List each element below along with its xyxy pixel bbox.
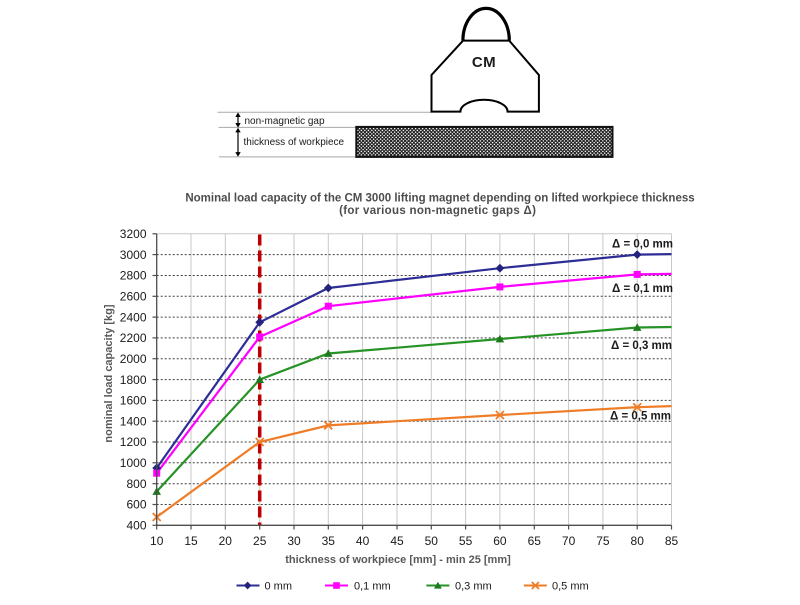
svg-text:Δ = 0,0 mm: Δ = 0,0 mm: [612, 239, 673, 251]
svg-text:2800: 2800: [120, 269, 147, 283]
svg-text:thickness of workpiece: thickness of workpiece: [244, 137, 345, 148]
svg-text:45: 45: [390, 534, 404, 548]
svg-text:25: 25: [253, 534, 267, 548]
svg-text:CM: CM: [472, 54, 496, 71]
svg-text:40: 40: [356, 534, 370, 548]
svg-text:Δ = 0,1 mm: Δ = 0,1 mm: [612, 283, 673, 295]
svg-text:1800: 1800: [120, 373, 147, 387]
svg-text:70: 70: [562, 534, 576, 548]
svg-text:15: 15: [184, 534, 198, 548]
svg-text:Nominal load capacity of the C: Nominal load capacity of the CM 3000 lif…: [185, 193, 694, 205]
svg-text:2600: 2600: [120, 290, 147, 304]
svg-text:75: 75: [596, 534, 610, 548]
svg-text:2000: 2000: [120, 352, 147, 366]
svg-text:400: 400: [126, 519, 146, 533]
svg-text:600: 600: [126, 498, 146, 512]
svg-text:50: 50: [425, 534, 439, 548]
svg-text:20: 20: [219, 534, 233, 548]
svg-text:65: 65: [528, 534, 542, 548]
svg-text:(for various non-magnetic gaps: (for various non-magnetic gaps Δ): [339, 205, 536, 217]
svg-text:1600: 1600: [120, 394, 147, 408]
svg-text:1400: 1400: [120, 414, 147, 428]
svg-text:nominal load capacity [kg]: nominal load capacity [kg]: [103, 304, 115, 442]
svg-text:2400: 2400: [120, 310, 147, 324]
svg-text:30: 30: [287, 534, 301, 548]
svg-text:800: 800: [126, 477, 146, 491]
svg-text:thickness of workpiece [mm] -: thickness of workpiece [mm] - min 25 [mm…: [285, 554, 511, 566]
svg-text:0,5 mm: 0,5 mm: [552, 581, 589, 593]
svg-text:35: 35: [322, 534, 336, 548]
svg-text:80: 80: [631, 534, 645, 548]
svg-text:1000: 1000: [120, 456, 147, 470]
svg-text:Δ = 0,3 mm: Δ = 0,3 mm: [611, 340, 672, 352]
svg-text:0 mm: 0 mm: [265, 581, 293, 593]
svg-text:3000: 3000: [120, 248, 147, 262]
svg-text:55: 55: [459, 534, 473, 548]
svg-text:0,1 mm: 0,1 mm: [354, 581, 391, 593]
svg-text:1200: 1200: [120, 435, 147, 449]
svg-text:non-magnetic gap: non-magnetic gap: [245, 116, 325, 127]
svg-text:Δ = 0,5 mm: Δ = 0,5 mm: [610, 411, 671, 423]
svg-text:0,3 mm: 0,3 mm: [455, 581, 492, 593]
svg-text:60: 60: [493, 534, 507, 548]
svg-text:2200: 2200: [120, 331, 147, 345]
svg-text:3200: 3200: [120, 227, 147, 241]
svg-text:10: 10: [150, 534, 164, 548]
svg-text:85: 85: [665, 534, 679, 548]
